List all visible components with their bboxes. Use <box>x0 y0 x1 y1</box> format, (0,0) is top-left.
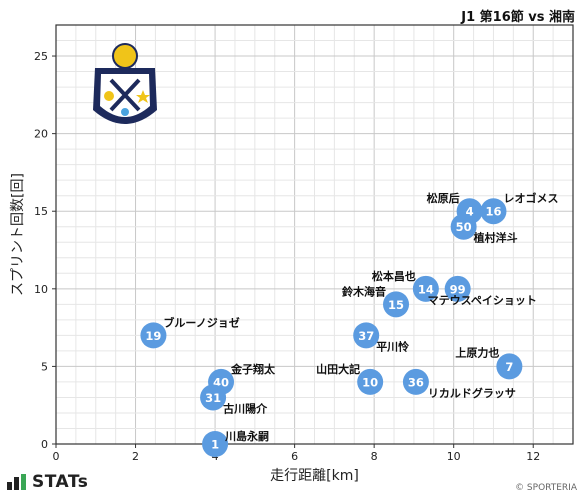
plot-frame <box>55 24 574 445</box>
x-tick-label: 12 <box>526 450 540 463</box>
point-label: 金子翔太 <box>230 362 276 376</box>
point-marker <box>444 275 471 302</box>
point-marker <box>450 213 477 240</box>
brand-name: STATs <box>32 472 89 492</box>
crest-hammers <box>109 78 141 112</box>
x-tick-label: 8 <box>371 450 378 463</box>
point-label: 植村洋斗 <box>473 231 518 245</box>
crest-moon <box>104 91 114 101</box>
data-point-36: 36 リカルドグラッサ <box>402 368 516 400</box>
stats-logo-icon <box>7 474 26 490</box>
point-marker <box>496 353 523 380</box>
point-label: 平川怜 <box>376 339 409 353</box>
point-label: 鈴木海音 <box>342 284 386 298</box>
point-number: 15 <box>388 298 404 312</box>
point-label: 松原后 <box>427 191 460 205</box>
point-number: 10 <box>362 375 378 389</box>
crest-dot <box>121 108 129 116</box>
point-label: 上原力也 <box>455 345 499 359</box>
point-marker <box>383 291 410 318</box>
x-tick-label: 0 <box>53 450 60 463</box>
data-point-1: 1 川島永嗣 <box>202 429 269 457</box>
point-marker <box>200 384 227 411</box>
grid-lines <box>55 24 574 445</box>
club-crest <box>93 43 157 124</box>
crest-emblem <box>93 43 157 124</box>
point-marker <box>480 198 507 225</box>
point-number: 99 <box>450 282 466 296</box>
point-marker <box>140 322 167 349</box>
copyright-credit: © SPORTERIA <box>515 483 577 493</box>
point-number: 19 <box>145 329 161 343</box>
point-label: リカルドグラッサ <box>428 386 516 400</box>
y-axis-label: スプリント回数[回] <box>10 173 26 296</box>
point-number: 16 <box>485 205 501 219</box>
crest-ball <box>112 43 138 69</box>
match-title: J1 第16節 vs 湘南 <box>461 10 575 25</box>
y-tick-label: 20 <box>34 128 48 141</box>
y-tick-label: 0 <box>41 438 48 451</box>
point-number: 1 <box>211 438 219 452</box>
point-number: 14 <box>418 282 434 296</box>
point-number: 7 <box>505 360 513 374</box>
point-marker <box>357 368 384 395</box>
x-tick-label: 2 <box>132 450 139 463</box>
point-label: レオゴメス <box>503 191 558 205</box>
point-number: 4 <box>466 205 474 219</box>
y-tick-label: 10 <box>34 283 48 296</box>
y-tick-label: 15 <box>34 205 48 218</box>
point-label: ブルーノジョゼ <box>163 315 239 329</box>
point-number: 37 <box>358 329 374 343</box>
point-marker <box>202 431 229 457</box>
stats-brand: STATs <box>6 472 88 492</box>
x-tick-label: 6 <box>291 450 298 463</box>
x-tick-label: 10 <box>447 450 461 463</box>
point-label: 松本昌也 <box>372 269 416 283</box>
point-label: 山田大記 <box>316 362 360 376</box>
data-point-7: 7 上原力也 <box>455 345 523 380</box>
data-points: 4松原后16レオゴメス50植村洋斗14松本昌也99マテウスペイショット15鈴木海… <box>140 191 558 457</box>
point-number: 31 <box>205 391 221 405</box>
crest-star <box>136 90 150 103</box>
y-tick-label: 25 <box>34 50 48 63</box>
point-marker <box>353 322 380 349</box>
point-number: 50 <box>456 220 472 234</box>
point-marker <box>412 275 439 302</box>
point-label: マテウスペイショット <box>428 294 537 307</box>
x-axis-label: 走行距離[km] <box>270 467 359 484</box>
point-label: 古川陽介 <box>223 401 268 415</box>
point-marker <box>402 368 429 395</box>
y-tick-label: 5 <box>41 360 48 373</box>
point-number: 36 <box>408 375 424 389</box>
point-label: 川島永嗣 <box>224 429 269 443</box>
